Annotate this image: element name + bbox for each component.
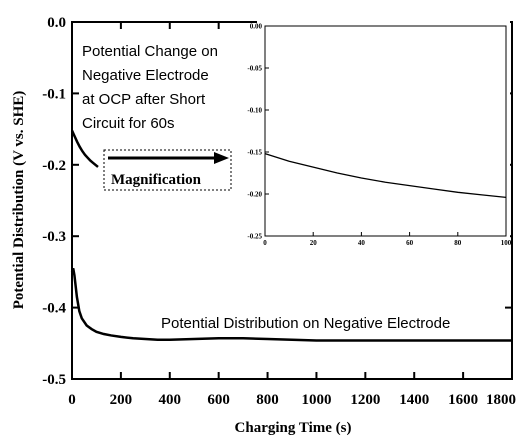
y-tick-label: 0.0	[47, 15, 66, 31]
inset-y-tick-label: -0.15	[247, 149, 262, 157]
y-tick-label: -0.2	[42, 158, 66, 174]
inset-x-tick-label: 100	[501, 239, 512, 247]
main-series-group	[70, 130, 512, 342]
y-tick-label: -0.3	[42, 229, 66, 245]
y-tick-label: -0.4	[42, 301, 66, 317]
magnification-label: Magnification	[111, 172, 202, 188]
x-tick-label: 800	[256, 392, 279, 408]
inset-y-tick-label: -0.20	[247, 191, 262, 199]
inset-y-tick-label: 0.00	[250, 23, 263, 31]
x-axis-label: Charging Time (s)	[235, 420, 352, 436]
inset-x-tick-label: 60	[406, 239, 414, 247]
annotation-line-2: Negative Electrode	[82, 67, 209, 84]
y-tick-label: -0.1	[42, 86, 66, 102]
inset-x-tick-label: 20	[310, 239, 318, 247]
inset-x-tick-label: 80	[454, 239, 462, 247]
x-tick-label: 1600	[448, 392, 478, 408]
inset-y-ticks: 0.00 -0.05 -0.10 -0.15 -0.20 -0.25	[247, 23, 269, 241]
annotation-line-1: Potential Change on	[82, 43, 218, 60]
magnification-arrow-head	[214, 152, 229, 164]
annotation-bottom: Potential Distribution on Negative Elect…	[161, 315, 450, 332]
inset-plot-frame	[264, 25, 507, 237]
inset-x-tick-label: 0	[263, 239, 267, 247]
annotation-line-4: Circuit for 60s	[82, 115, 175, 132]
annotation-line-3: at OCP after Short	[82, 91, 206, 108]
series-line-distribution	[70, 267, 512, 342]
inset-x-ticks: 0 20 40 60 80 100	[263, 232, 512, 247]
y-tick-label: -0.5	[42, 372, 66, 388]
y-axis-label: Potential Distribution (V vs. SHE)	[11, 91, 27, 310]
x-tick-label: 1800	[486, 392, 516, 408]
x-tick-label: 1000	[301, 392, 331, 408]
x-tick-label: 600	[207, 392, 230, 408]
inset-y-tick-label: -0.25	[247, 233, 262, 241]
inset-series-line	[264, 153, 507, 199]
x-tick-label: 400	[159, 392, 182, 408]
inset-background	[257, 21, 510, 239]
inset-series-group	[264, 153, 507, 199]
x-tick-label: 200	[110, 392, 133, 408]
inset-y-tick-label: -0.05	[247, 65, 262, 73]
series-line-ocp	[70, 130, 99, 168]
inset-x-tick-label: 40	[358, 239, 366, 247]
x-tick-label: 1400	[399, 392, 429, 408]
magnification-box	[103, 149, 232, 191]
inset-y-tick-label: -0.10	[247, 107, 262, 115]
x-tick-label: 0	[68, 392, 76, 408]
x-tick-label: 1200	[350, 392, 380, 408]
